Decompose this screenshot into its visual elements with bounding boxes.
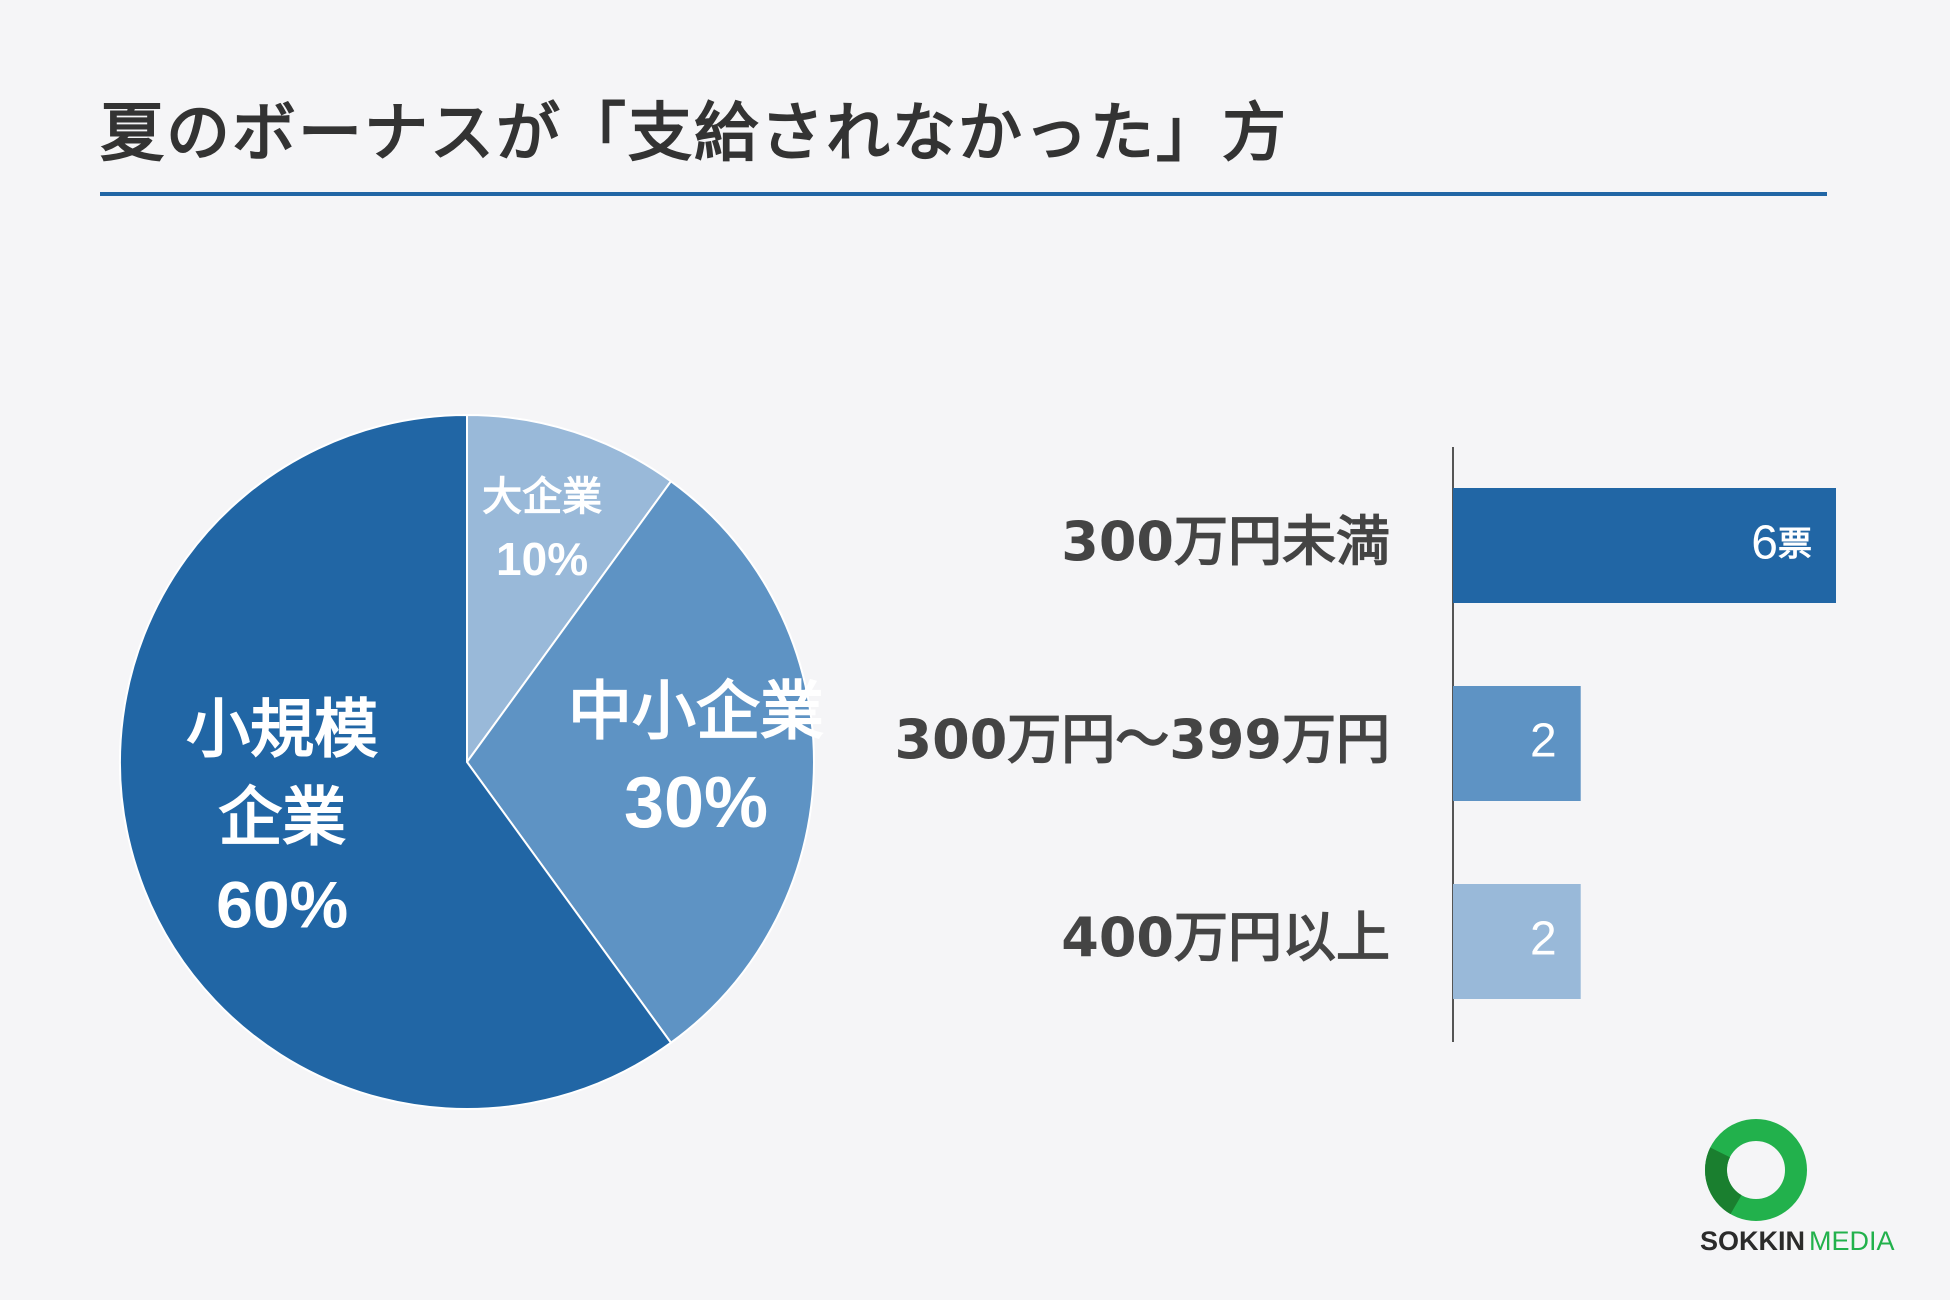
pie-slice-label: 中小企業 [568, 676, 824, 750]
pie-slice-label: 企業 [218, 782, 346, 856]
bar-category-label: 300万円～399万円 [895, 708, 1390, 771]
bar-value-label: 6票 [1751, 516, 1812, 569]
bar-value-number: 2 [1530, 912, 1557, 965]
logo-text-bold: SOKKIN [1700, 1226, 1805, 1256]
bar-category-label: 300万円未満 [1061, 510, 1390, 573]
pie-slice-value: 30% [624, 763, 768, 843]
bar-category-label: 400万円以上 [1061, 906, 1390, 969]
pie-slice-3 [119, 413, 673, 1110]
pie-slice-1 [466, 413, 673, 766]
bar-1 [1453, 488, 1836, 603]
pie-slice-label: 大企業 [482, 474, 602, 520]
bar-value-number: 6 [1751, 516, 1778, 569]
logo-text-light: MEDIA [1809, 1226, 1895, 1256]
pie-slice-value: 60% [216, 867, 348, 941]
bar-value-unit: 票 [1778, 524, 1812, 564]
pie-slice-value: 10% [496, 533, 588, 585]
bar-value-number: 2 [1530, 714, 1557, 767]
pie-slice-2 [465, 479, 815, 1045]
chart-title: 夏のボーナスが「支給されなかった」方 [100, 97, 1288, 171]
bar-2 [1453, 686, 1581, 801]
sokkin-media-logo: SOKKIN MEDIA [1700, 1119, 1895, 1256]
pie-slice-label: 小規模 [186, 694, 378, 768]
bar-value-label: 2 [1530, 714, 1557, 767]
bar-value-label: 2 [1530, 912, 1557, 965]
bar-3 [1453, 884, 1581, 999]
title-divider [100, 192, 1827, 196]
